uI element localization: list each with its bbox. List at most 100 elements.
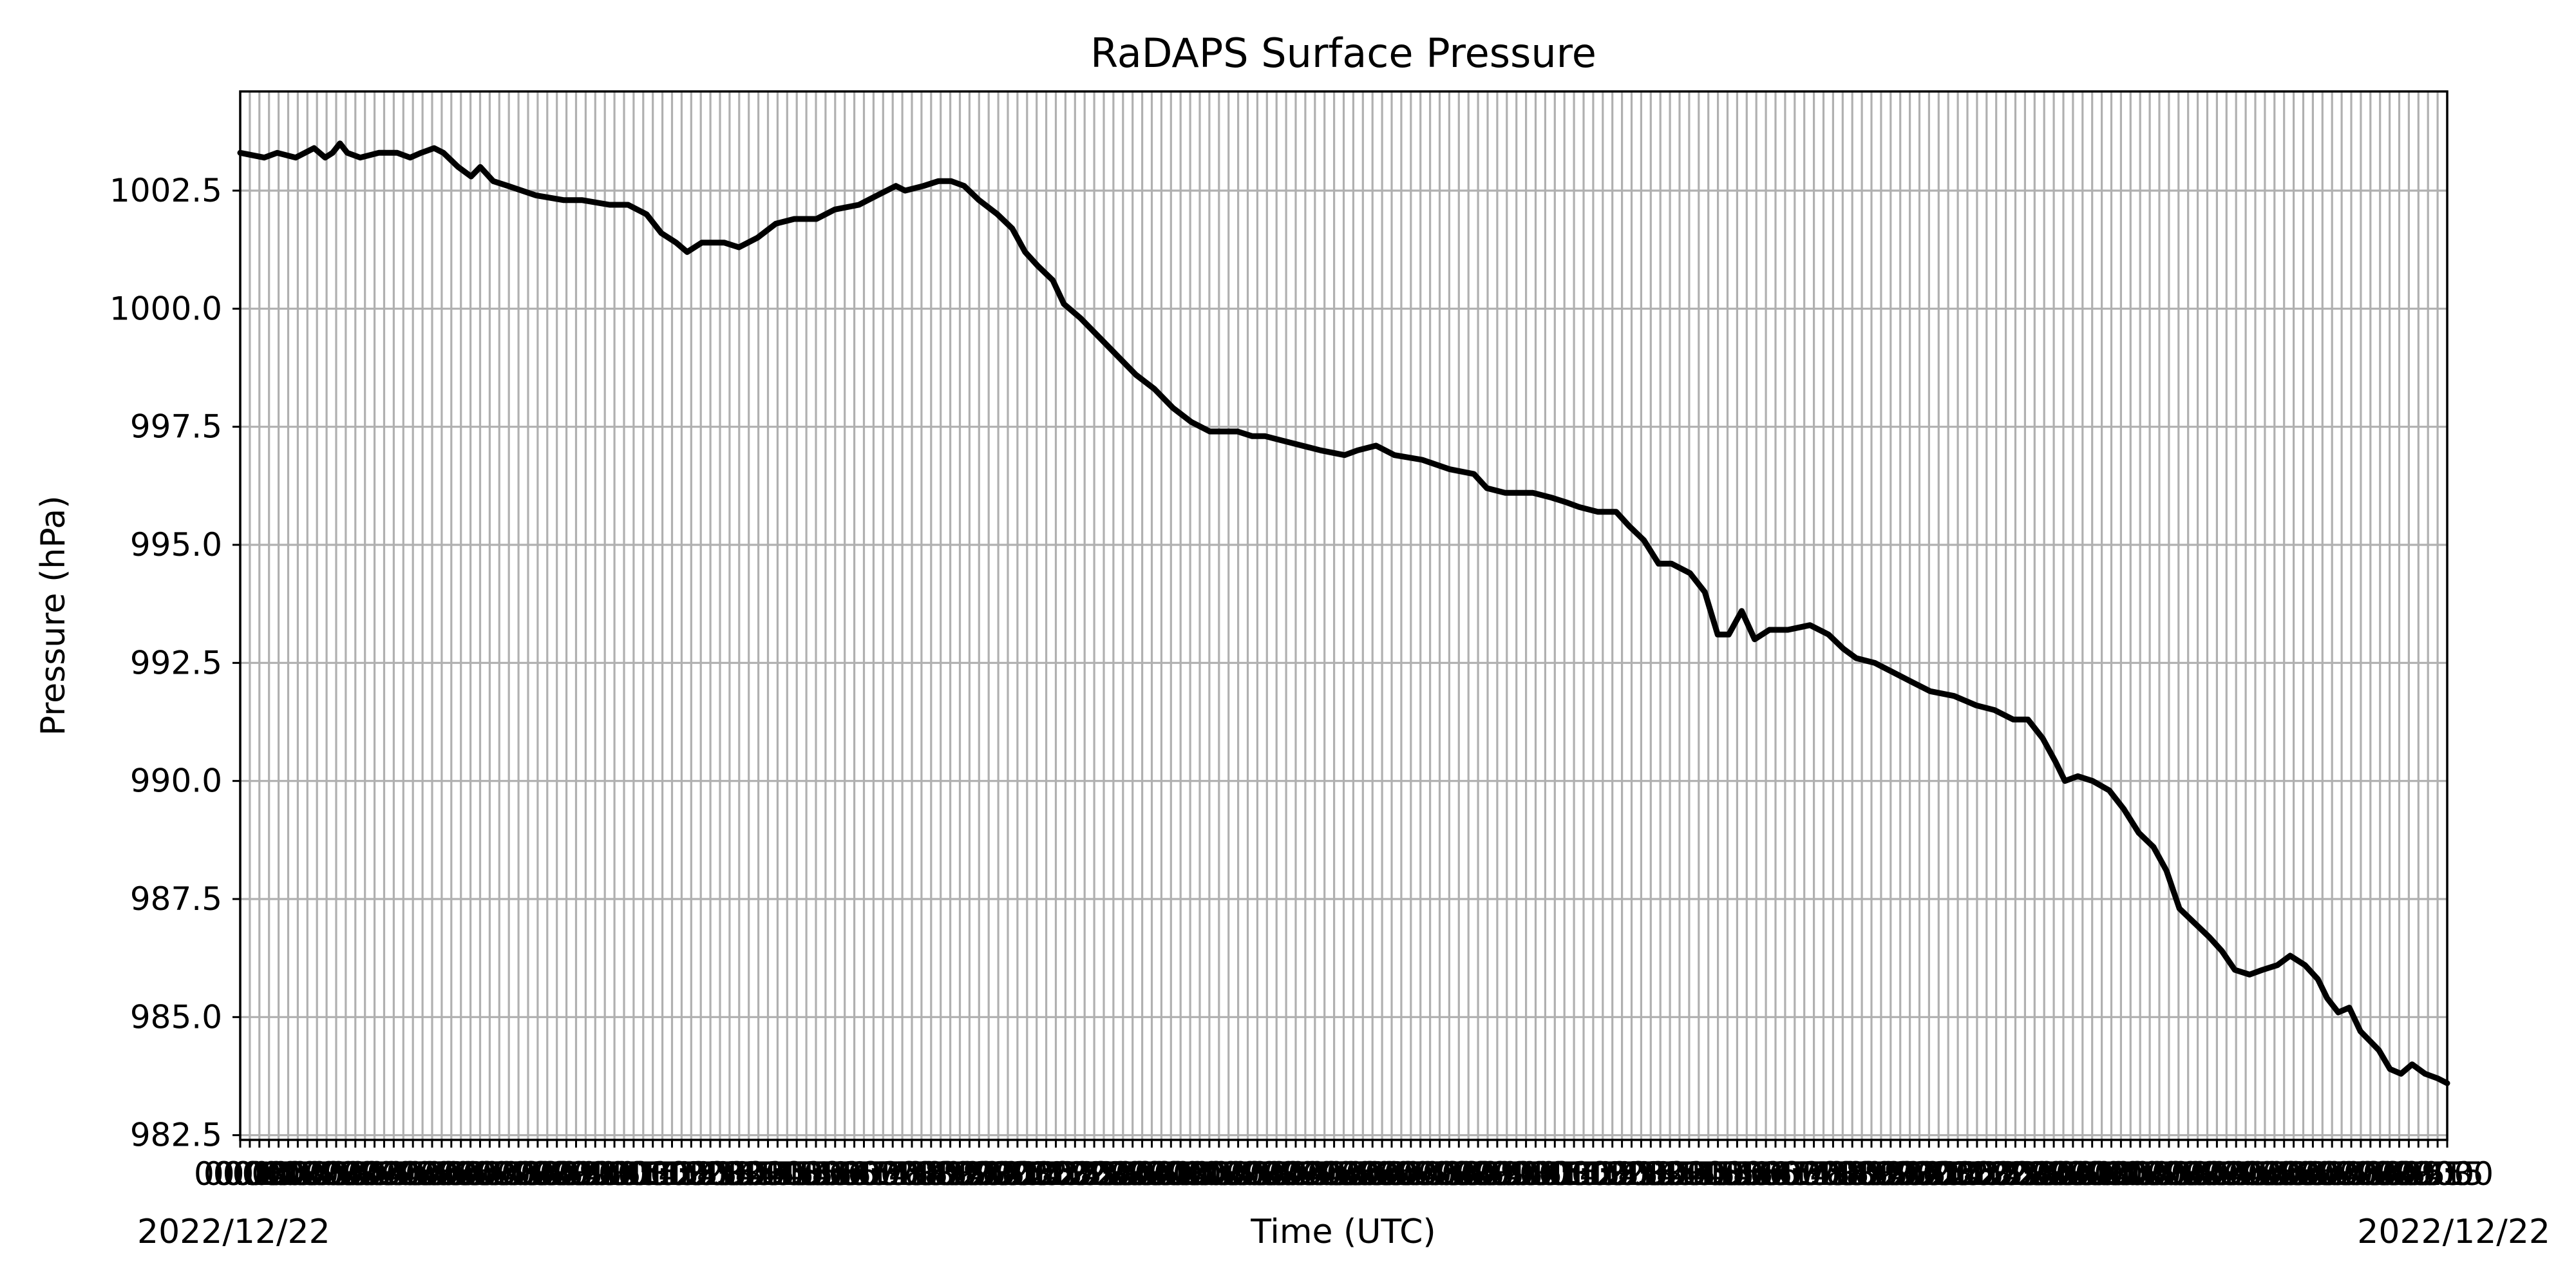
x-tick-label: 02:00 xyxy=(1192,1155,1285,1193)
x-tick-label: 20:45 xyxy=(990,1155,1083,1193)
x-tick-label: 10:45 xyxy=(607,1155,699,1193)
x-tick-label: 22:30 xyxy=(1057,1155,1150,1193)
x-tick-label: 16:00 xyxy=(808,1155,901,1193)
x-tick-label: 12:30 xyxy=(674,1155,766,1193)
x-tick-label: 14:30 xyxy=(750,1155,843,1193)
x-tick-label: 01:00 xyxy=(232,1155,325,1193)
x-tick-label: 14:45 xyxy=(1681,1155,1774,1193)
x-tick-label: 01:00 xyxy=(2074,1155,2167,1193)
x-tick-label: 13:30 xyxy=(1633,1155,1726,1193)
x-tick-label: 04:00 xyxy=(347,1155,440,1193)
x-tick-label: 04:15 xyxy=(357,1155,450,1193)
x-tick-label: 03:15 xyxy=(1240,1155,1332,1193)
x-tick-label: 13:45 xyxy=(721,1155,814,1193)
y-axis-ticks: 982.5 985.0 987.5 990.0 992.5 995.0 997.5 1000.… xyxy=(109,172,240,1154)
y-tick-label: 987.5 xyxy=(130,880,222,918)
y-tick-label: 1002.5 xyxy=(109,172,222,209)
x-tick-label: 00:00 xyxy=(1115,1155,1208,1193)
x-tick-label: 10:30 xyxy=(1518,1155,1611,1193)
x-tick-label: 03:30 xyxy=(1249,1155,1342,1193)
x-tick-label: 09:45 xyxy=(568,1155,661,1193)
x-tick-label: 17:45 xyxy=(875,1155,968,1193)
x-tick-label: 04:15 xyxy=(1278,1155,1371,1193)
x-tick-label: 19:30 xyxy=(942,1155,1035,1193)
x-tick-label: 22:00 xyxy=(1038,1155,1131,1193)
x-tick-label: 14:30 xyxy=(1672,1155,1765,1193)
x-tick-label: 09:30 xyxy=(2401,1155,2494,1193)
x-tick-label: 18:00 xyxy=(885,1155,978,1193)
x-tick-label: 19:00 xyxy=(1844,1155,1937,1193)
x-tick-label: 04:45 xyxy=(376,1155,469,1193)
x-tick-label: 23:00 xyxy=(1077,1155,1170,1193)
x-tick-label: 20:00 xyxy=(1882,1155,1975,1193)
x-tick-label: 05:30 xyxy=(1326,1155,1419,1193)
x-tick-label: 18:30 xyxy=(1825,1155,1918,1193)
x-tick-label: 12:15 xyxy=(664,1155,757,1193)
x-tick-label: 23:15 xyxy=(2007,1155,2100,1193)
x-tick-label: 10:00 xyxy=(1499,1155,1591,1193)
x-tick-label: 15:15 xyxy=(1700,1155,1793,1193)
x-tick-label: 16:30 xyxy=(827,1155,920,1193)
x-tick-label: 11:45 xyxy=(1566,1155,1659,1193)
x-tick-label: 11:45 xyxy=(645,1155,737,1193)
x-tick-label: 17:45 xyxy=(1796,1155,1889,1193)
x-tick-label: 00:30 xyxy=(213,1155,306,1193)
x-tick-label: 22:00 xyxy=(1960,1155,2052,1193)
x-tick-label: 05:00 xyxy=(2228,1155,2321,1193)
x-tick-label: 04:15 xyxy=(2199,1155,2292,1193)
x-tick-label: 03:30 xyxy=(2170,1155,2263,1193)
x-tick-label: 09:00 xyxy=(1461,1155,1553,1193)
x-tick-label: 03:00 xyxy=(309,1155,402,1193)
x-tick-label: 17:15 xyxy=(856,1155,949,1193)
x-tick-label: 12:45 xyxy=(1604,1155,1697,1193)
x-tick-label: 16:00 xyxy=(1729,1155,1822,1193)
x-tick-label: 16:45 xyxy=(1758,1155,1851,1193)
x-tick-label: 22:45 xyxy=(1988,1155,2081,1193)
x-tick-label: 21:00 xyxy=(1000,1155,1093,1193)
x-tick-label: 00:15 xyxy=(204,1155,296,1193)
x-tick-label: 06:30 xyxy=(2286,1155,2378,1193)
pressure-series-line xyxy=(237,140,2450,1086)
x-tick-label: 20:45 xyxy=(1911,1155,2004,1193)
x-tick-label: 17:15 xyxy=(1777,1155,1870,1193)
x-tick-label: 07:30 xyxy=(1403,1155,1495,1193)
x-tick-label: 01:45 xyxy=(261,1155,354,1193)
x-tick-label: 16:15 xyxy=(1739,1155,1832,1193)
x-tick-label: 07:15 xyxy=(472,1155,565,1193)
x-tick-label: 08:00 xyxy=(1422,1155,1515,1193)
x-tick-label: 07:45 xyxy=(491,1155,584,1193)
x-tick-label: 23:00 xyxy=(1998,1155,2090,1193)
x-tick-label: 20:30 xyxy=(1902,1155,1994,1193)
x-tick-label: 19:45 xyxy=(1873,1155,1965,1193)
x-tick-label: 14:15 xyxy=(1662,1155,1755,1193)
x-tick-label: 23:45 xyxy=(1105,1155,1198,1193)
x-gridlines xyxy=(239,91,2448,1140)
x-tick-label: 04:45 xyxy=(2219,1155,2311,1193)
x-tick-label: 06:00 xyxy=(1345,1155,1438,1193)
x-tick-label: 15:45 xyxy=(1719,1155,1812,1193)
x-tick-label: 07:30 xyxy=(482,1155,574,1193)
x-tick-label: 18:15 xyxy=(1815,1155,1908,1193)
x-tick-label: 01:30 xyxy=(2094,1155,2186,1193)
x-tick-label: 21:30 xyxy=(1940,1155,2033,1193)
x-tick-label: 14:00 xyxy=(731,1155,824,1193)
x-tick-label: 06:15 xyxy=(433,1155,526,1193)
y-tick-label: 982.5 xyxy=(130,1117,222,1154)
x-tick-label: 11:00 xyxy=(616,1155,709,1193)
x-tick-label: 15:45 xyxy=(799,1155,891,1193)
x-tick-label: 21:15 xyxy=(1009,1155,1102,1193)
x-tick-label: 01:30 xyxy=(251,1155,344,1193)
x-tick-label: 08:15 xyxy=(1432,1155,1524,1193)
x-tick-label: 14:15 xyxy=(741,1155,833,1193)
x-tick-label: 17:00 xyxy=(846,1155,939,1193)
x-tick-label: 00:15 xyxy=(2046,1155,2139,1193)
x-tick-label: 03:15 xyxy=(2161,1155,2253,1193)
x-tick-label: 06:15 xyxy=(2276,1155,2369,1193)
x-tick-label: 19:45 xyxy=(952,1155,1045,1193)
x-tick-label: 23:30 xyxy=(2017,1155,2110,1193)
x-tick-label: 16:15 xyxy=(817,1155,910,1193)
x-tick-label: 07:30 xyxy=(2324,1155,2417,1193)
x-tick-label: 11:30 xyxy=(635,1155,728,1193)
y-tick-label: 985.0 xyxy=(130,998,222,1036)
